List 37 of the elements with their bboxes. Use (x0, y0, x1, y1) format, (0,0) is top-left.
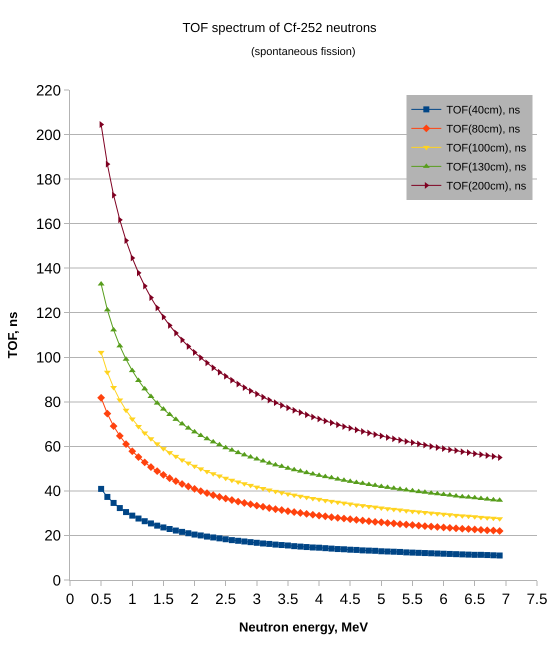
y-tick-label: 120 (36, 304, 61, 322)
x-tick-label: 1.5 (152, 591, 174, 608)
y-tick-label: 140 (36, 260, 61, 278)
chart-subtitle: (spontaneous fission) (251, 46, 356, 58)
legend-label: TOF(100cm), ns (446, 142, 527, 155)
y-tick-label: 180 (36, 171, 61, 188)
x-tick-label: 1 (128, 591, 136, 608)
y-tick-label: 0 (52, 572, 61, 590)
y-tick-label: 40 (44, 483, 61, 500)
legend-label: TOF(200cm), ns (446, 180, 527, 193)
y-tick-label: 220 (36, 82, 61, 100)
y-tick-label: 20 (44, 528, 61, 545)
legend-label: TOF(40cm), ns (446, 104, 521, 117)
x-tick-label: 4 (314, 591, 324, 608)
x-tick-label: 2 (190, 591, 199, 608)
x-tick-label: 2.5 (215, 591, 236, 608)
legend-label: TOF(130cm), ns (446, 162, 527, 174)
y-tick-label: 160 (36, 216, 61, 233)
y-tick-label: 60 (44, 438, 61, 456)
y-tick-label: 100 (36, 350, 61, 367)
x-tick-label: 6 (439, 591, 448, 608)
y-tick-label: 200 (36, 126, 61, 144)
x-tick-label: 7 (502, 591, 510, 608)
x-tick-label: 4.5 (340, 591, 361, 608)
x-tick-label: 3 (252, 591, 261, 608)
chart-title: TOF spectrum of Cf-252 neutrons (182, 20, 378, 36)
x-tick-label: 0.5 (90, 591, 112, 608)
y-tick-label: 80 (44, 394, 61, 412)
legend-label: TOF(80cm), ns (446, 124, 521, 136)
x-axis-title: Neutron energy, MeV (238, 620, 368, 635)
x-tick-label: 3.5 (278, 591, 298, 608)
y-axis-title: TOF, ns (4, 312, 20, 358)
x-tick-label: 6.5 (464, 591, 486, 608)
x-tick-label: 7.5 (526, 591, 548, 608)
x-tick-label: 0 (66, 591, 74, 608)
x-tick-label: 5.5 (402, 591, 423, 608)
x-tick-label: 5 (377, 591, 386, 608)
